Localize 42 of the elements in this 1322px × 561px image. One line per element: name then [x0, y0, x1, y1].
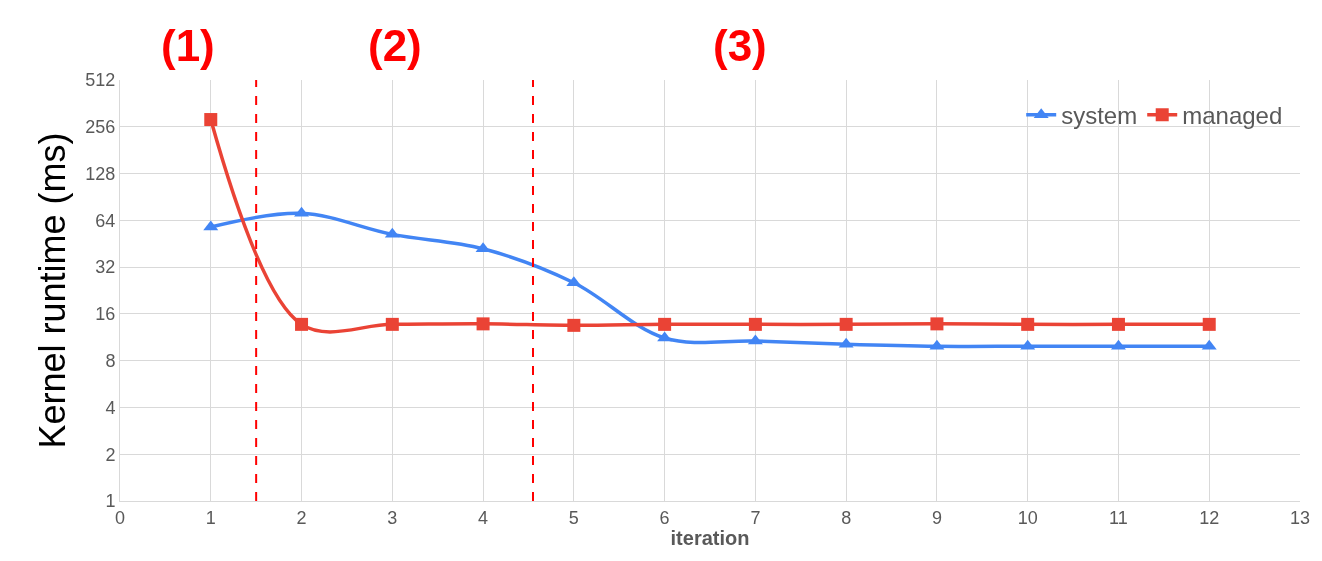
x-tick-label: 5: [568, 507, 579, 528]
text: (3): [713, 21, 767, 70]
legend-label: managed: [1182, 102, 1283, 130]
x-tick-label: 0: [114, 507, 126, 528]
legend-label: system: [1061, 102, 1138, 130]
point: [839, 317, 853, 331]
text: (2): [368, 21, 422, 70]
x-tick-label: 12: [1199, 507, 1220, 528]
y-tick-label: 32: [95, 257, 116, 278]
point: [295, 317, 309, 331]
point: [748, 317, 762, 331]
y-tick-label: 4: [105, 397, 116, 418]
y-tick-label: 256: [85, 117, 116, 138]
point: [476, 317, 490, 331]
x-tick-label: 9: [931, 507, 942, 528]
point: [658, 317, 672, 331]
point: [1111, 317, 1125, 331]
x-tick-label: 11: [1109, 507, 1128, 528]
y-tick-label: 64: [95, 210, 116, 231]
text: (1): [161, 21, 215, 70]
x-tick-label: 3: [387, 507, 398, 528]
x-tick-label: 4: [478, 507, 489, 528]
x-tick-label: 8: [841, 507, 852, 528]
x-tick-label: 10: [1017, 507, 1038, 528]
x-tick-label: 7: [750, 507, 761, 528]
x-tick-label: 2: [296, 507, 307, 528]
y-tick-label: 16: [95, 304, 116, 325]
x-axis-title: iteration: [670, 527, 750, 550]
y-tick-label: 1: [105, 491, 116, 512]
point: [1021, 317, 1035, 331]
point: [930, 317, 944, 331]
y-tick-label: 2: [105, 444, 116, 465]
point: [385, 317, 399, 331]
x-tick-label: 1: [205, 507, 216, 528]
point: [567, 318, 581, 332]
point: [1202, 317, 1216, 331]
y-tick-label: 8: [105, 350, 116, 371]
y-tick-label: 512: [85, 70, 116, 91]
y-axis-title: Kernel runtime (ms): [32, 132, 74, 449]
x-tick-label: 6: [659, 507, 670, 528]
x-tick-label: 13: [1289, 507, 1311, 528]
y-tick-label: 128: [85, 163, 116, 184]
